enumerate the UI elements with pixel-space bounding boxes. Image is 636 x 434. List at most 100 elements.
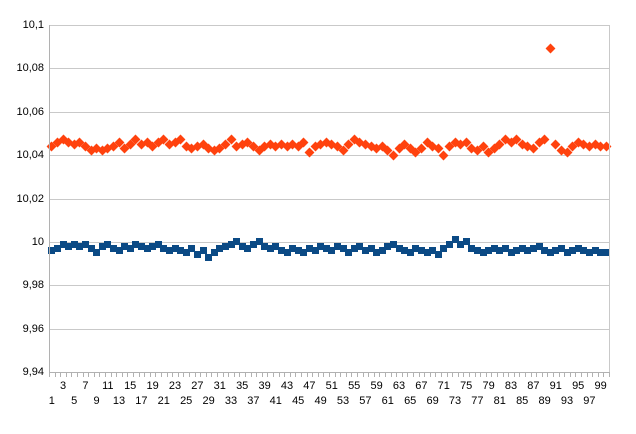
data-point-series-1 [137, 242, 145, 250]
x-axis-tick-mark [475, 373, 476, 377]
data-point-series-1 [395, 244, 403, 252]
x-axis-tick-mark [122, 373, 123, 377]
data-point-series-1 [429, 247, 437, 255]
data-point-series-1 [154, 240, 162, 248]
data-point-series-1 [373, 249, 381, 257]
x-axis-tick-mark [581, 373, 582, 377]
x-axis-tick-label: 25 [180, 395, 193, 407]
data-point-series-1 [580, 247, 588, 255]
data-point-series-1 [53, 244, 61, 252]
plot-wall-right-border [609, 25, 610, 372]
data-point-series-1 [93, 249, 101, 257]
data-point-series-1 [305, 244, 313, 252]
x-axis-tick-mark [469, 373, 470, 377]
data-point-series-1 [205, 253, 213, 261]
x-axis-tick-mark [172, 373, 173, 377]
data-point-series-1 [535, 242, 543, 250]
y-axis-tick-label: 9,94 [22, 366, 44, 378]
x-axis-tick-mark [239, 373, 240, 377]
x-axis-tick-mark [99, 373, 100, 377]
x-axis-tick-mark [491, 373, 492, 377]
x-axis-tick-mark [424, 373, 425, 377]
data-point-series-2 [545, 43, 556, 54]
x-axis-tick-mark [49, 373, 50, 377]
x-axis-tick-mark [71, 373, 72, 377]
data-point-series-1 [350, 244, 358, 252]
x-axis-tick-label: 97 [583, 395, 596, 407]
x-axis-tick-mark [83, 373, 84, 377]
y-axis-tick-label: 10,02 [16, 193, 44, 205]
x-axis-tick-mark [559, 373, 560, 377]
x-axis-tick-mark [262, 373, 263, 377]
x-axis-tick-label: 51 [325, 380, 338, 392]
x-axis-tick-mark [228, 373, 229, 377]
x-axis-tick-mark [223, 373, 224, 377]
data-point-series-1 [406, 249, 414, 257]
data-point-series-1 [529, 244, 537, 252]
x-axis-tick-mark [368, 373, 369, 377]
data-point-series-1 [272, 242, 280, 250]
x-axis-tick-label: 91 [549, 380, 562, 392]
x-axis-tick-label: 5 [71, 395, 78, 407]
x-axis-tick-label: 83 [504, 380, 518, 392]
x-axis-tick-mark [407, 373, 408, 377]
data-point-series-1 [597, 249, 605, 257]
x-axis-tick-mark [536, 373, 537, 377]
data-point-series-1 [48, 247, 56, 255]
data-point-series-1 [283, 249, 291, 257]
data-point-series-1 [552, 247, 560, 255]
data-point-series-1 [518, 244, 526, 252]
data-point-series-1 [277, 247, 285, 255]
x-axis-tick-label: 49 [314, 395, 327, 407]
x-axis-tick-label: 63 [392, 380, 406, 392]
data-point-series-1 [132, 240, 140, 248]
x-axis-tick-mark [374, 373, 375, 377]
data-point-series-1 [109, 244, 117, 252]
data-point-series-1 [434, 251, 442, 259]
data-point-series-1 [423, 249, 431, 257]
x-axis-tick-mark [144, 373, 145, 377]
data-point-series-1 [524, 247, 532, 255]
x-axis-tick-mark [111, 373, 112, 377]
x-axis-tick-mark [402, 373, 403, 377]
x-axis-tick-label: 45 [292, 395, 305, 407]
x-axis-tick-mark [55, 373, 56, 377]
data-point-series-1 [451, 236, 459, 244]
x-axis-tick-mark [525, 373, 526, 377]
x-axis-tick-label: 47 [303, 380, 316, 392]
data-point-series-1 [165, 247, 173, 255]
x-axis-tick-mark [77, 373, 78, 377]
x-axis-tick-label: 41 [269, 395, 282, 407]
y-gridline [49, 25, 609, 26]
x-axis-tick-label: 57 [359, 395, 372, 407]
x-axis-tick-mark [279, 373, 280, 377]
data-point-series-1 [496, 247, 504, 255]
data-point-series-1 [361, 247, 369, 255]
plot-area [46, 25, 612, 373]
x-axis-tick-label: 61 [381, 395, 394, 407]
x-axis-tick-mark [514, 373, 515, 377]
x-axis-tick-label: 7 [82, 380, 89, 392]
data-point-series-1 [412, 244, 420, 252]
data-point-series-1 [65, 242, 73, 250]
x-axis-tick-mark [447, 373, 448, 377]
data-point-series-1 [501, 244, 509, 252]
data-point-series-1 [445, 240, 453, 248]
x-axis-tick-mark [94, 373, 95, 377]
data-point-series-1 [115, 247, 123, 255]
x-axis-tick-mark [267, 373, 268, 377]
x-axis-tick-mark [603, 373, 604, 377]
x-axis-tick-mark [609, 373, 610, 377]
x-axis-tick-mark [116, 373, 117, 377]
data-point-series-1 [322, 244, 330, 252]
x-axis-tick-mark [508, 373, 509, 377]
data-point-series-1 [210, 249, 218, 257]
x-axis-tick-mark [430, 373, 431, 377]
y-gridline [49, 112, 609, 113]
data-point-series-1 [384, 242, 392, 250]
x-axis-tick-label: 19 [146, 380, 159, 392]
x-axis-tick-mark [251, 373, 252, 377]
x-axis-tick-mark [217, 373, 218, 377]
x-axis-tick-mark [318, 373, 319, 377]
x-axis-tick-mark [323, 373, 324, 377]
